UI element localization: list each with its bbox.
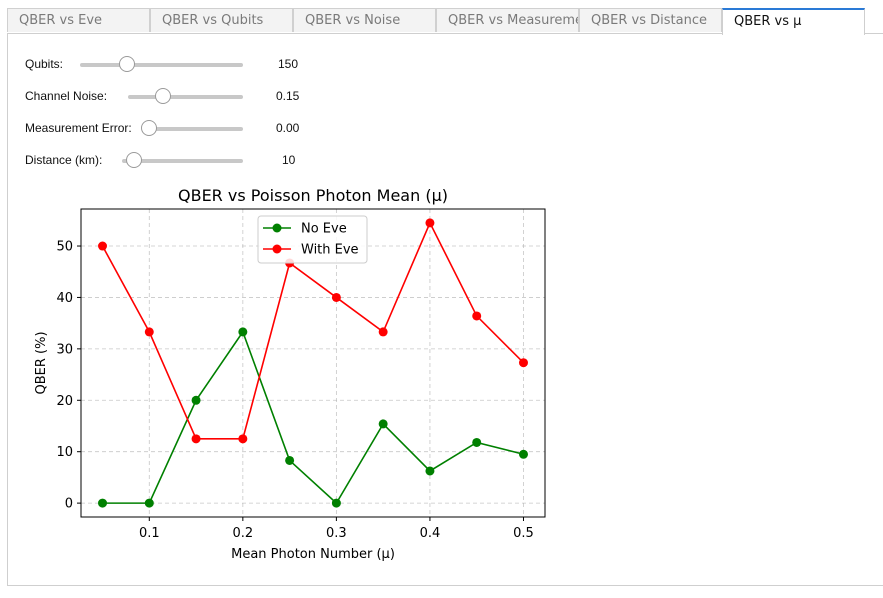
data-point-no-eve [98, 498, 108, 508]
y-tick-label: 0 [65, 497, 73, 512]
data-point-with-eve [191, 434, 201, 444]
data-point-with-eve [472, 311, 482, 321]
data-point-no-eve [285, 455, 295, 465]
x-tick-label: 0.2 [232, 526, 253, 541]
tab-content-panel [7, 33, 883, 586]
distance-slider-track[interactable] [122, 159, 243, 163]
tab-qber-vs-eve[interactable]: QBER vs Eve [7, 8, 150, 32]
x-tick-label: 0.1 [139, 526, 160, 541]
data-point-with-eve [238, 434, 248, 444]
qubits-label: Qubits: [25, 57, 64, 71]
data-point-with-eve [144, 327, 154, 337]
y-tick-label: 10 [56, 445, 73, 460]
tab-label: QBER vs Measurement [448, 13, 578, 28]
y-tick-label: 30 [56, 342, 73, 357]
chart-title: QBER vs Poisson Photon Mean (μ) [178, 186, 448, 205]
channel-noise-value: 0.15 [276, 89, 300, 103]
channel-noise-slider-track[interactable] [128, 95, 243, 99]
data-point-no-eve [378, 419, 388, 429]
qubits-slider-track[interactable] [80, 63, 243, 67]
tab-qber-vs-qubits[interactable]: QBER vs Qubits [150, 8, 293, 32]
tab-qber-vs-mu[interactable]: QBER vs μ [722, 8, 865, 35]
tab-bar: QBER vs Eve QBER vs Qubits QBER vs Noise… [7, 8, 883, 35]
channel-noise-slider-thumb[interactable] [154, 88, 171, 104]
series-line-with-eve [101, 220, 525, 440]
y-tick-label: 20 [56, 394, 73, 409]
data-point-with-eve [425, 218, 435, 228]
y-axis-label: QBER (%) [34, 331, 49, 394]
tab-qber-vs-distance[interactable]: QBER vs Distance [579, 8, 722, 32]
data-point-no-eve [331, 498, 341, 508]
measurement-error-label: Measurement Error: [25, 121, 132, 135]
data-point-no-eve [144, 498, 154, 508]
data-point-with-eve [331, 292, 341, 302]
data-point-with-eve [378, 327, 388, 337]
qubits-slider-thumb[interactable] [119, 56, 136, 72]
data-point-with-eve [98, 241, 108, 251]
tab-label: QBER vs Noise [305, 13, 401, 28]
channel-noise-control: Channel Noise: 0.15 [25, 87, 325, 107]
y-tick-label: 50 [56, 240, 73, 255]
tab-label: QBER vs Qubits [162, 13, 264, 28]
data-point-no-eve [238, 327, 248, 337]
legend: No Eve With Eve [257, 215, 368, 264]
distance-slider-thumb[interactable] [126, 152, 143, 168]
measurement-error-slider-track[interactable] [149, 127, 243, 131]
distance-value: 10 [282, 153, 296, 167]
data-point-no-eve [425, 466, 435, 476]
channel-noise-label: Channel Noise: [25, 89, 108, 103]
qubits-value: 150 [278, 57, 299, 71]
legend-label: With Eve [301, 243, 359, 258]
measurement-error-slider-thumb[interactable] [141, 120, 157, 136]
tab-label: QBER vs μ [734, 14, 802, 29]
legend-label: No Eve [301, 222, 347, 237]
x-tick-label: 0.5 [513, 526, 534, 541]
measurement-error-control: Measurement Error: 0.00 [25, 119, 325, 139]
distance-label: Distance (km): [25, 153, 103, 167]
data-point-no-eve [472, 437, 482, 447]
data-point-no-eve [191, 395, 201, 405]
legend-marker [272, 244, 282, 254]
series-line-no-eve [102, 330, 524, 505]
qubits-control: Qubits: 150 [25, 55, 325, 75]
x-tick-label: 0.4 [420, 526, 441, 541]
x-axis-label: Mean Photon Number (μ) [231, 547, 395, 562]
measurement-error-value: 0.00 [276, 121, 300, 135]
y-tick-label: 40 [56, 291, 73, 306]
tab-qber-vs-noise[interactable]: QBER vs Noise [293, 8, 436, 32]
distance-control: Distance (km): 10 [25, 151, 325, 171]
tab-label: QBER vs Distance [591, 13, 707, 28]
tab-label: QBER vs Eve [19, 13, 103, 28]
data-point-with-eve [518, 358, 528, 368]
legend-marker [272, 223, 282, 233]
tab-qber-vs-measurement[interactable]: QBER vs Measurement [436, 8, 579, 32]
data-point-no-eve [518, 449, 528, 459]
x-tick-label: 0.3 [326, 526, 347, 541]
plot-frame [80, 208, 546, 518]
